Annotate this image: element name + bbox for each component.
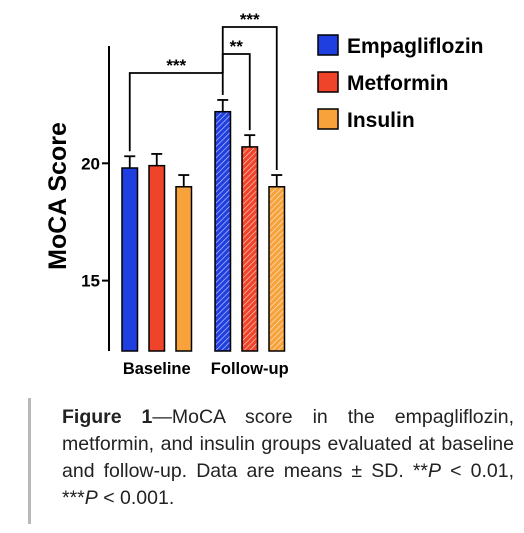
axes: 15 20 Baseline Follow-up	[81, 46, 289, 378]
bar-hatch	[243, 147, 257, 350]
legend-label: Empagliflozin	[347, 35, 484, 58]
caption-text-1: —MoCA score in the empagliflozin, metfor…	[62, 406, 514, 482]
bars	[121, 110, 286, 352]
y-axis-title-group: MoCA Score	[44, 122, 72, 270]
legend: Empagliflozin Metformin Insulin	[317, 34, 484, 132]
y-axis-title: MoCA Score	[44, 122, 72, 270]
y-tick-label: 20	[81, 154, 100, 173]
caption-rule	[28, 398, 31, 524]
legend-label: Metformin	[347, 72, 449, 95]
error-bars	[124, 99, 283, 187]
caption-p-1: P	[428, 460, 442, 482]
bar-hatch	[270, 187, 284, 350]
bar	[175, 186, 193, 352]
caption-p-2: P	[84, 487, 98, 509]
caption-text-3: < 0.001.	[97, 487, 175, 509]
caption-label: Figure 1	[62, 406, 153, 428]
significance-label: ***	[240, 10, 260, 29]
y-tick-label: 15	[81, 272, 100, 291]
significance-bracket	[128, 72, 224, 152]
significance-bracket	[221, 26, 278, 171]
figure-caption: Figure 1—MoCA score in the empagliflozin…	[62, 404, 514, 512]
bar-hatch	[216, 112, 230, 350]
legend-swatch	[317, 108, 339, 130]
legend-swatch	[317, 34, 339, 56]
x-category-label: Baseline	[123, 360, 191, 378]
significance-label: **	[230, 37, 244, 56]
caption-text-2: < 0.01, ***	[62, 460, 514, 509]
significance-brackets: ********	[128, 10, 278, 171]
legend-swatch	[317, 71, 339, 93]
significance-label: ***	[166, 56, 186, 75]
legend-label: Insulin	[347, 109, 415, 132]
bar	[121, 167, 139, 352]
x-category-label: Follow-up	[211, 360, 289, 378]
bar	[148, 164, 166, 352]
